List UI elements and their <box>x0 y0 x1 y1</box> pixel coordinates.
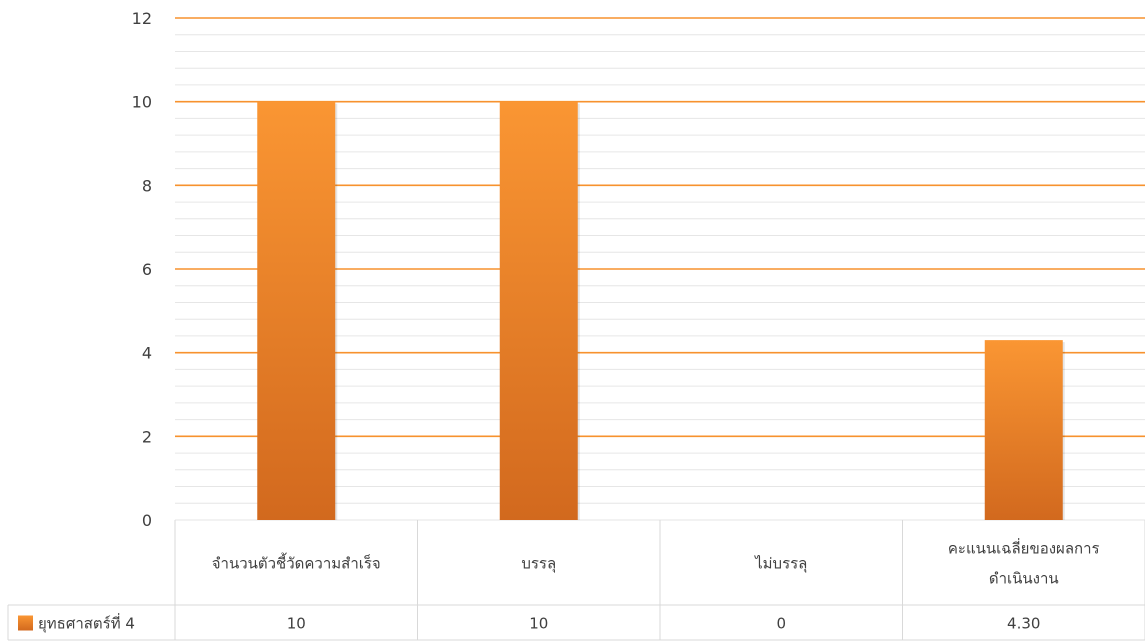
data-table-value: 10 <box>529 615 548 633</box>
bar <box>984 340 1063 520</box>
y-tick-label: 0 <box>142 511 152 530</box>
y-tick-label: 6 <box>142 260 152 279</box>
y-tick-label: 8 <box>142 176 152 195</box>
bar <box>257 101 336 521</box>
y-tick-label: 4 <box>142 344 152 363</box>
y-tick-label: 2 <box>142 427 152 446</box>
data-table-value: 4.30 <box>1007 615 1040 633</box>
bar <box>499 101 578 521</box>
data-table-value: 10 <box>287 615 306 633</box>
legend-series-name: ยุทธศาสตร์ที่ 4 <box>38 613 135 634</box>
y-axis-tick-labels: 0 2 4 6 8 10 12 <box>132 9 152 530</box>
category-label: ไม่บรรลุ <box>754 555 807 574</box>
category-label: จำนวนตัวชี้วัดความสำเร็จ <box>212 553 381 573</box>
category-label: ดำเนินงาน <box>989 570 1059 588</box>
legend-swatch <box>18 615 33 631</box>
y-tick-label: 12 <box>132 9 152 28</box>
data-table-value: 0 <box>776 615 786 633</box>
major-gridlines <box>175 17 1145 438</box>
data-table: จำนวนตัวชี้วัดความสำเร็จ บรรลุ ไม่บรรลุ คะแ… <box>7 520 1145 641</box>
category-label: คะแนนเฉลี่ยของผลการ <box>948 538 1100 558</box>
bars <box>257 101 1065 521</box>
category-label: บรรลุ <box>521 555 556 574</box>
y-tick-label: 10 <box>132 93 152 112</box>
